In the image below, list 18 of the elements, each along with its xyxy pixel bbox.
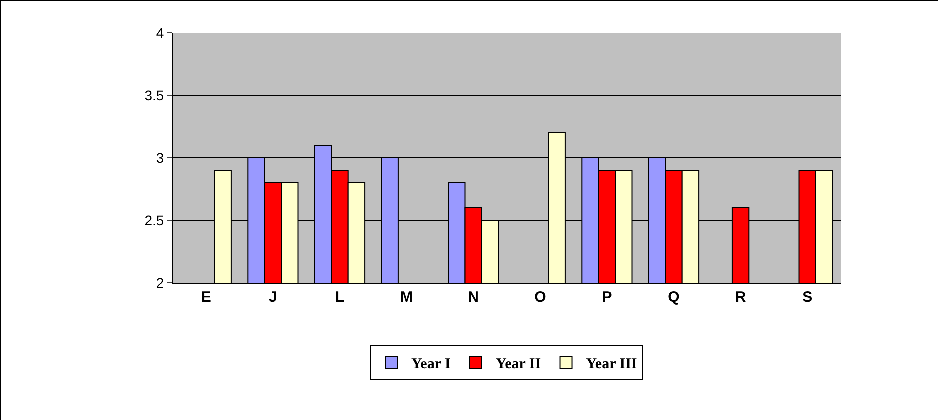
x-tick-label: L xyxy=(335,289,345,306)
x-tick-label: P xyxy=(602,289,612,306)
y-tick-label: 2 xyxy=(156,274,164,291)
y-tick-label: 2.5 xyxy=(144,212,164,228)
y-tick-label: 3 xyxy=(156,150,164,166)
y-tick-label: 4 xyxy=(156,24,164,41)
x-tick-label: Q xyxy=(668,289,680,306)
x-tick-label: N xyxy=(468,289,480,306)
x-tick-label: O xyxy=(534,289,547,306)
y-tick-label: 3.5 xyxy=(144,87,164,104)
x-tick-label: J xyxy=(269,289,278,306)
x-tick-label: S xyxy=(802,289,813,306)
x-tick-label: E xyxy=(201,289,212,306)
x-tick-label: M xyxy=(400,289,414,306)
legend-label: Year III xyxy=(586,356,638,373)
x-tick-label: R xyxy=(735,289,746,306)
legend-label: Year II xyxy=(496,356,542,373)
legend-label: Year I xyxy=(412,356,451,373)
